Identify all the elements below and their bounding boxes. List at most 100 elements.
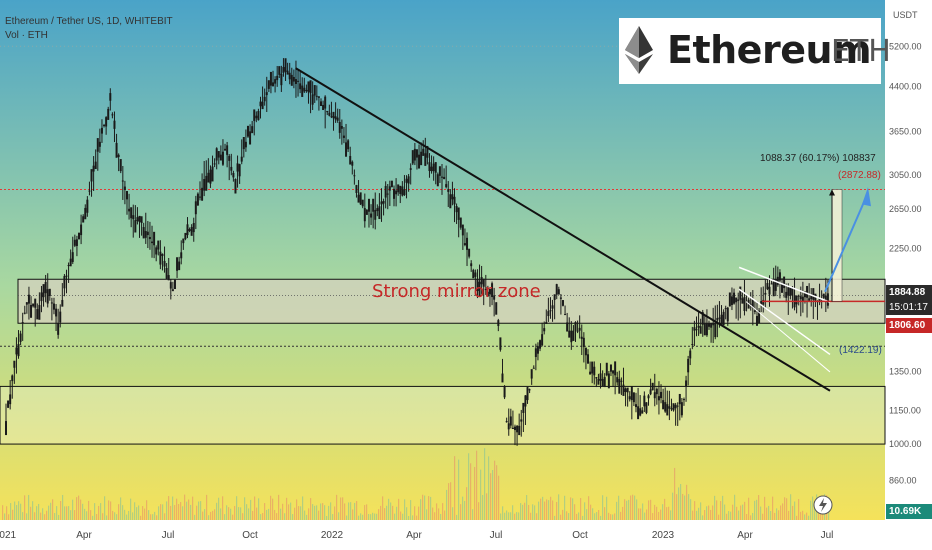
candle-body bbox=[760, 301, 763, 306]
candle-body bbox=[100, 127, 103, 134]
candle-body bbox=[718, 317, 721, 319]
volume-bar bbox=[776, 508, 778, 520]
volume-bar bbox=[194, 514, 196, 520]
candle-body bbox=[593, 366, 596, 376]
candle-body bbox=[826, 293, 829, 306]
volume-bar bbox=[644, 512, 646, 520]
volume-bar bbox=[604, 507, 606, 520]
candle-body bbox=[457, 207, 460, 220]
volume-bar bbox=[762, 513, 764, 520]
candle-body bbox=[17, 343, 20, 357]
price-axis-unit: USDT bbox=[893, 10, 918, 20]
volume-bar bbox=[246, 504, 248, 520]
volume-bar bbox=[310, 498, 312, 520]
volume-bar bbox=[324, 505, 326, 520]
volume-bar bbox=[646, 509, 648, 520]
candle-body bbox=[57, 323, 60, 335]
volume-bar bbox=[554, 515, 556, 520]
candle-body bbox=[781, 284, 784, 293]
candle-body bbox=[564, 314, 567, 316]
candle-body bbox=[317, 96, 320, 98]
volume-bar bbox=[576, 513, 578, 520]
volume-bar bbox=[794, 501, 796, 520]
volume-bar bbox=[182, 506, 184, 520]
volume-bar bbox=[210, 511, 212, 520]
candle-body bbox=[48, 288, 51, 297]
candle-body bbox=[322, 104, 325, 111]
candle-body bbox=[109, 93, 112, 101]
candle-body bbox=[301, 85, 304, 97]
candle-body bbox=[643, 395, 646, 407]
volume-bar bbox=[770, 511, 772, 520]
volume-bar bbox=[430, 496, 432, 520]
volume-bar bbox=[234, 505, 236, 520]
price-axis bbox=[885, 0, 932, 550]
volume-bar bbox=[14, 501, 16, 520]
projection-arrow bbox=[824, 196, 867, 293]
candle-body bbox=[455, 205, 458, 213]
volume-bar bbox=[164, 513, 166, 520]
candle-body bbox=[395, 190, 398, 195]
volume-bar bbox=[520, 503, 522, 520]
volume-bar bbox=[724, 504, 726, 520]
candle-body bbox=[253, 109, 256, 121]
volume-bar bbox=[318, 510, 320, 520]
candle-body bbox=[55, 308, 58, 317]
candle-body bbox=[697, 325, 700, 328]
volume-bar bbox=[436, 503, 438, 520]
candle-body bbox=[98, 141, 101, 147]
volume-bar bbox=[736, 506, 738, 520]
volume-bar bbox=[208, 515, 210, 520]
volume-bar bbox=[782, 503, 784, 520]
volume-bar bbox=[606, 496, 608, 520]
volume-bar bbox=[420, 499, 422, 520]
volume-bar bbox=[256, 507, 258, 520]
volume-bar bbox=[124, 509, 126, 520]
volume-bar bbox=[250, 499, 252, 520]
candle-body bbox=[614, 361, 617, 376]
volume-bar bbox=[146, 500, 148, 520]
volume-bar bbox=[16, 505, 18, 520]
candle-body bbox=[674, 404, 677, 409]
volume-bar bbox=[622, 506, 624, 520]
candle-body bbox=[332, 111, 335, 119]
volume-bar bbox=[396, 506, 398, 520]
target-label: (2872.88) bbox=[838, 170, 881, 181]
candle-body bbox=[334, 116, 337, 120]
candle-body bbox=[818, 298, 821, 303]
volume-bar bbox=[116, 514, 118, 520]
volume-bar bbox=[178, 504, 180, 520]
volume-bar bbox=[788, 510, 790, 520]
volume-bar bbox=[530, 512, 532, 520]
volume-bar bbox=[296, 499, 298, 520]
candle-body bbox=[151, 241, 154, 244]
volume-bar bbox=[340, 497, 342, 520]
candle-body bbox=[196, 193, 199, 206]
candle-body bbox=[570, 330, 573, 343]
volume-bar bbox=[20, 503, 22, 520]
candle-body bbox=[388, 186, 391, 191]
candle-body bbox=[668, 406, 671, 409]
volume-bar bbox=[38, 503, 40, 520]
candle-body bbox=[409, 168, 412, 170]
volume-bar bbox=[422, 494, 424, 520]
candle-body bbox=[92, 165, 95, 172]
volume-bar bbox=[294, 507, 296, 520]
volume-bar bbox=[592, 508, 594, 520]
volume-bar bbox=[74, 510, 76, 520]
volume-bar bbox=[416, 515, 418, 520]
candle-body bbox=[641, 410, 644, 414]
candle-body bbox=[772, 281, 775, 297]
candle-body bbox=[94, 161, 97, 170]
volume-bar bbox=[404, 499, 406, 520]
candle-body bbox=[115, 142, 118, 158]
volume-bar bbox=[496, 465, 498, 520]
volume-bar bbox=[676, 494, 678, 520]
candle-body bbox=[532, 367, 535, 369]
volume-bar bbox=[614, 513, 616, 520]
volume-bar bbox=[232, 514, 234, 520]
candle-body bbox=[159, 251, 162, 265]
volume-bar bbox=[392, 505, 394, 520]
